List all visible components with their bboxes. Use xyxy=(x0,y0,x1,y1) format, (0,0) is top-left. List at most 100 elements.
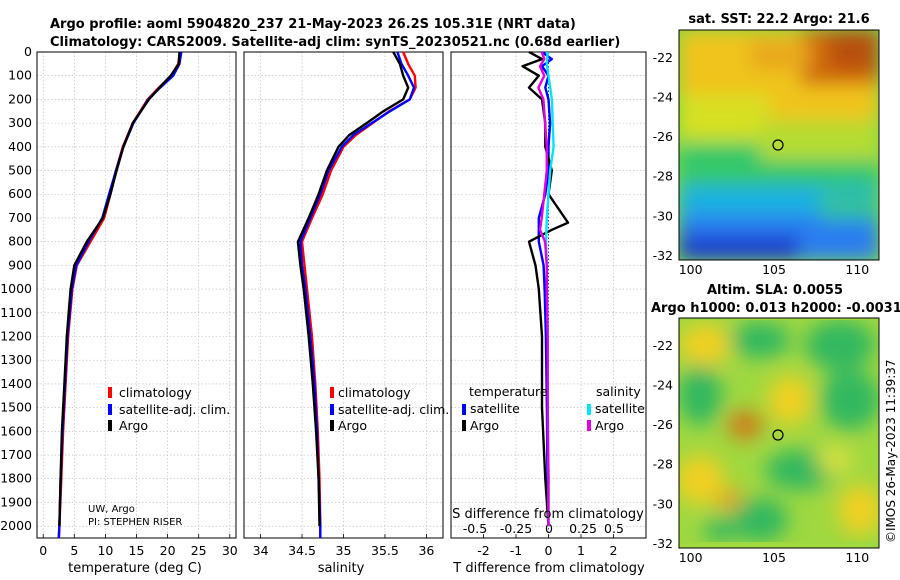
legend-label-satellite: satellite-adj. clim. xyxy=(119,402,230,417)
y-tick-label: 1600 xyxy=(0,423,32,438)
x2-tick-label: 0.5 xyxy=(604,521,624,536)
x-tick-label: 15 xyxy=(129,543,145,558)
x-tick-label: 35 xyxy=(336,543,352,558)
legend-swatch-temp-argo xyxy=(462,420,466,431)
y-tick-label: 1700 xyxy=(0,447,32,462)
legend-swatch-argo xyxy=(330,420,334,431)
legend-label-climatology: climatology xyxy=(338,385,411,400)
x-tick-label: 25 xyxy=(191,543,207,558)
x-tick-label: 34.5 xyxy=(288,543,316,558)
x-tick-label: 5 xyxy=(70,543,78,558)
legend-label-argo: Argo xyxy=(119,418,148,433)
map-y-tick-label: -22 xyxy=(653,338,673,353)
map-y-tick-label: -26 xyxy=(653,417,673,432)
legend-label-satellite: satellite-adj. clim. xyxy=(338,402,449,417)
y-tick-label: 0 xyxy=(24,44,32,59)
legend-title-temperature: temperature xyxy=(469,384,548,399)
x-tick-label: 36 xyxy=(418,543,434,558)
x2-tick-label: 0 xyxy=(545,521,553,536)
x-tick-label: 20 xyxy=(160,543,176,558)
legend-label-temp-argo: Argo xyxy=(470,418,499,433)
credit-line-2: PI: STEPHEN RISER xyxy=(88,517,182,528)
legend-label-temp-satellite: satellite xyxy=(470,401,520,416)
x-tick-label: 10 xyxy=(97,543,113,558)
x-tick-label: 2 xyxy=(610,543,618,558)
map-x-tick-label: 105 xyxy=(762,262,786,277)
series-line-argo xyxy=(58,51,181,527)
legend-label-sal-satellite: satellite xyxy=(595,401,645,416)
panel-frame-salinity xyxy=(243,51,444,539)
figure-title: Argo profile: aoml 5904820_237 21-May-20… xyxy=(50,17,576,32)
y-tick-label: 600 xyxy=(8,186,32,201)
sla-map-title: Altim. SLA: 0.0055 xyxy=(707,283,843,298)
panel-frame-difference xyxy=(450,51,647,539)
map-y-tick-label: -30 xyxy=(653,496,673,511)
y-tick-label: 1100 xyxy=(0,305,32,320)
map-x-tick-label: 100 xyxy=(679,550,703,565)
map-x-tick-label: 110 xyxy=(845,550,869,565)
grid-layer xyxy=(37,51,646,538)
y-tick-label: 1800 xyxy=(0,471,32,486)
sla-map-subtitle: Argo h1000: 0.013 h2000: -0.0031 xyxy=(651,301,900,316)
map-x-tick-label: 100 xyxy=(679,262,703,277)
salinity-legend: climatology satellite-adj. clim. Argo xyxy=(330,385,449,433)
legend-title-salinity: salinity xyxy=(596,384,641,399)
sla-map-frame xyxy=(678,317,880,549)
y-tick-label: 100 xyxy=(8,68,32,83)
legend-swatch-climatology xyxy=(330,387,334,398)
salinity-xlabel: salinity xyxy=(318,561,365,576)
x-tick-label: 34 xyxy=(253,543,269,558)
legend-swatch-temp-satellite xyxy=(462,404,466,415)
temperature-legend: climatology satellite-adj. clim. Argo xyxy=(108,385,230,433)
x-tick-label: 1 xyxy=(577,543,585,558)
map-y-tick-label: -26 xyxy=(653,129,673,144)
sla-map: Altim. SLA: 0.0055 Argo h1000: 0.013 h20… xyxy=(651,283,900,549)
y-tick-label: 1000 xyxy=(0,281,32,296)
x-tick-label: -1 xyxy=(510,543,522,558)
x2-tick-label: -0.25 xyxy=(500,521,532,536)
map-x-tick-label: 110 xyxy=(845,262,869,277)
sst-map-title: sat. SST: 22.2 Argo: 21.6 xyxy=(688,12,869,27)
x2-tick-label: 0.25 xyxy=(569,521,597,536)
series-layer xyxy=(57,50,570,539)
sst-map-frame xyxy=(678,29,880,261)
map-y-tick-label: -22 xyxy=(653,50,673,65)
y-tick-label: 2000 xyxy=(0,518,32,533)
sst-argo-marker xyxy=(772,139,784,151)
series-line-argo xyxy=(296,51,410,527)
y-tick-label: 400 xyxy=(8,139,32,154)
difference-legend: temperature satellite Argo salinity sate… xyxy=(462,384,645,433)
legend-swatch-argo xyxy=(108,420,112,431)
y-tick-label: 1200 xyxy=(0,328,32,343)
y-tick-label: 200 xyxy=(8,91,32,106)
x-tick-label: 30 xyxy=(222,543,238,558)
x-tick-label: 35.5 xyxy=(371,543,399,558)
map-y-tick-label: -28 xyxy=(653,457,673,472)
y-tick-label: 900 xyxy=(8,257,32,272)
legend-swatch-sal-satellite xyxy=(587,404,591,415)
map-y-tick-label: -24 xyxy=(653,89,673,104)
credit-line-1: UW, Argo xyxy=(88,504,135,515)
timestamp: ©IMOS 26-May-2023 11:39:37 xyxy=(884,359,898,543)
y-tick-label: 1500 xyxy=(0,400,32,415)
axis-layer: 0 5 10 15 20 25 30 34 34.5 35 35.5 36 -2 -1 0 1 2 -0.5 -0.… xyxy=(0,44,869,565)
x-tick-label: 0 xyxy=(39,543,47,558)
difference-xlabel: T difference from climatology xyxy=(452,561,645,576)
y-tick-label: 300 xyxy=(8,115,32,130)
y-tick-label: 800 xyxy=(8,234,32,249)
y-tick-label: 1900 xyxy=(0,494,32,509)
difference-xlabel-salinity: S difference from climatology xyxy=(452,507,644,522)
temperature-xlabel: temperature (deg C) xyxy=(68,561,202,576)
legend-label-sal-argo: Argo xyxy=(595,418,624,433)
y-tick-label: 700 xyxy=(8,210,32,225)
figure-subtitle: Climatology: CARS2009. Satellite-adj cli… xyxy=(50,35,620,50)
map-y-tick-label: -32 xyxy=(653,248,673,263)
sla-argo-marker xyxy=(772,429,784,441)
series-line-satellite-adj-clim- xyxy=(57,51,183,539)
sst-map: sat. SST: 22.2 Argo: 21.6 xyxy=(678,12,880,261)
y-tick-label: 1300 xyxy=(0,352,32,367)
series-line-climatology xyxy=(57,51,182,539)
legend-swatch-satellite xyxy=(108,404,112,415)
sla-field xyxy=(679,320,879,542)
